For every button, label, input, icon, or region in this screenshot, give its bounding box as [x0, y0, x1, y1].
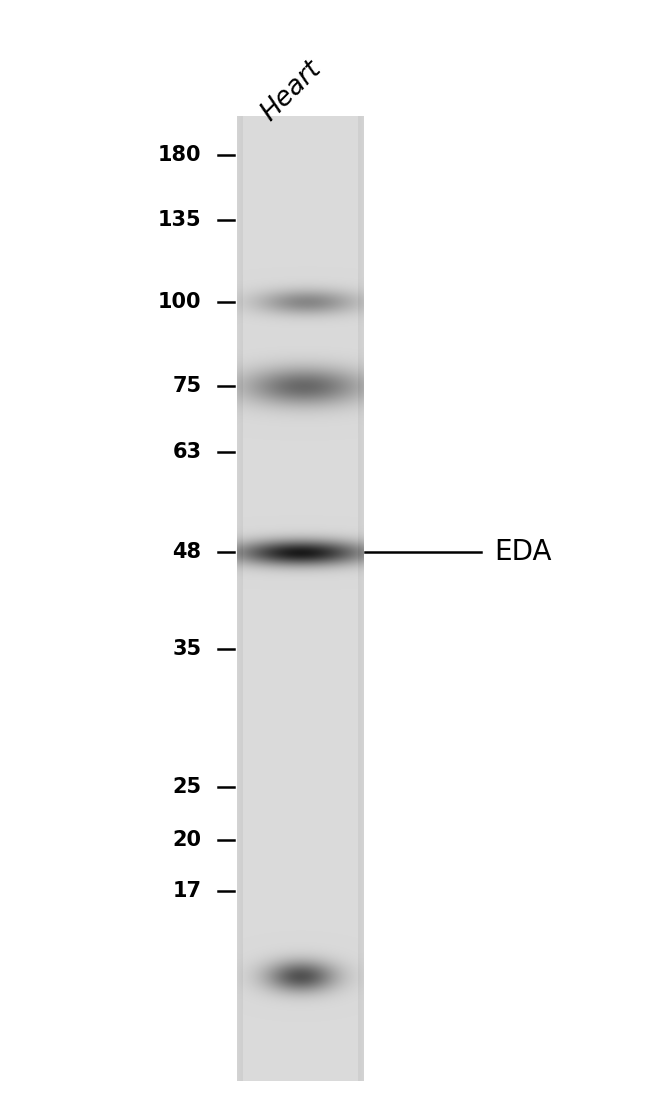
- Text: Heart: Heart: [256, 55, 326, 125]
- Text: 75: 75: [172, 376, 202, 396]
- Text: EDA: EDA: [494, 538, 551, 567]
- Text: 48: 48: [172, 542, 202, 562]
- Text: 17: 17: [172, 881, 202, 901]
- Text: 63: 63: [172, 442, 202, 462]
- Text: 100: 100: [158, 292, 202, 312]
- Text: 25: 25: [172, 777, 202, 797]
- Text: 20: 20: [172, 830, 202, 849]
- Text: 35: 35: [172, 639, 202, 659]
- Text: 180: 180: [158, 145, 202, 165]
- Text: 135: 135: [158, 210, 202, 230]
